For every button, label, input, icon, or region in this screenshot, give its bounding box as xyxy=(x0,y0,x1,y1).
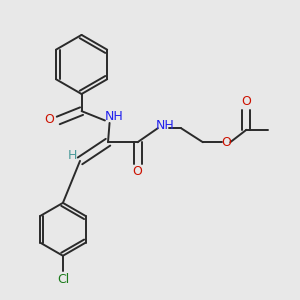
Text: O: O xyxy=(45,113,55,126)
Text: Cl: Cl xyxy=(57,273,69,286)
Text: NH: NH xyxy=(105,110,124,123)
Text: H: H xyxy=(68,149,77,162)
Text: NH: NH xyxy=(156,118,175,132)
Text: O: O xyxy=(133,165,142,178)
Text: O: O xyxy=(242,95,251,108)
Text: O: O xyxy=(221,136,231,149)
